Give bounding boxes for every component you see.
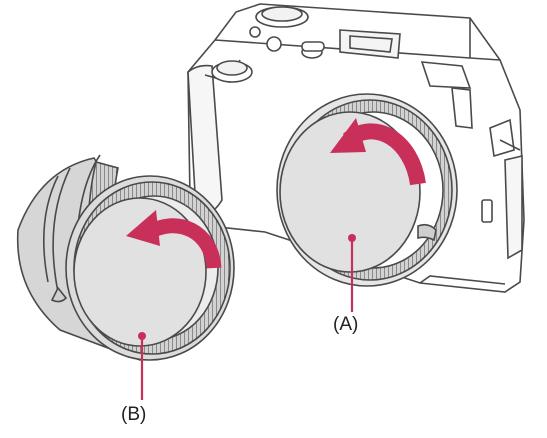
callout-label-b: (B) (121, 404, 147, 425)
rotate-arrow-icon (330, 118, 426, 186)
body-cap-a (279, 111, 437, 273)
power-switch (301, 41, 325, 52)
leader-line-b (138, 332, 146, 400)
callout-label-a: (A) (333, 314, 359, 335)
lens-rear-cap-b (50, 197, 207, 347)
leader-line-a (348, 234, 356, 312)
rotate-arrow-icon (126, 210, 222, 269)
